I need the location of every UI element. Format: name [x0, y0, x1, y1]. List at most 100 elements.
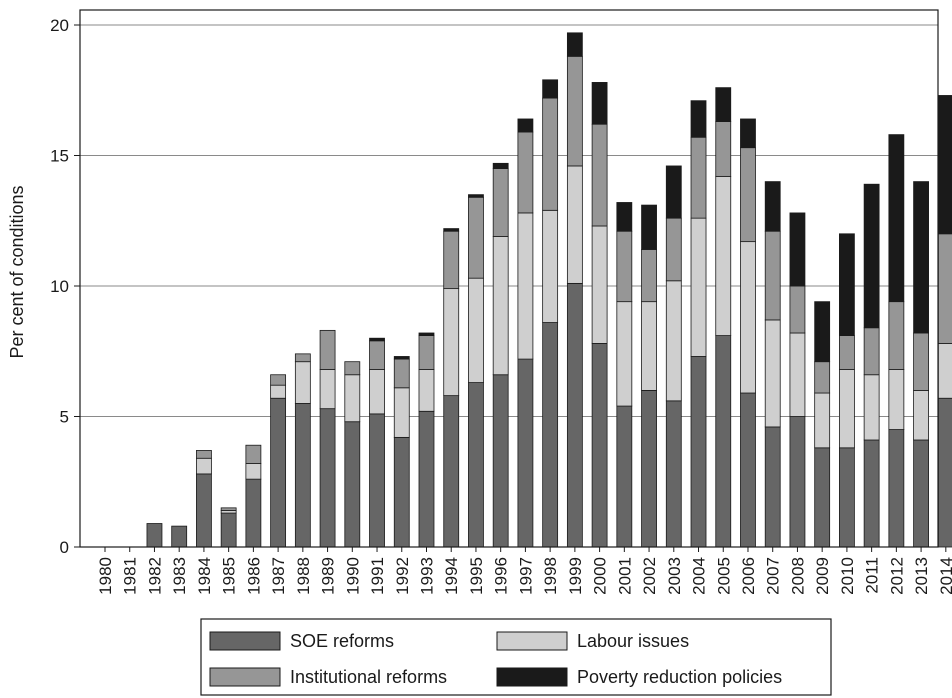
y-tick-label: 5	[60, 408, 69, 427]
x-axis-ticks: 1980 1981 1982 1983 1984 1985 1986 1987 1988 1989…	[96, 547, 952, 595]
x-tick-label: 2013	[912, 557, 931, 595]
legend-label: Poverty reduction policies	[577, 667, 782, 687]
x-tick-label: 1983	[170, 557, 189, 595]
bar-segment	[839, 233, 855, 336]
x-tick-label: 1980	[96, 557, 115, 595]
gridlines	[80, 24, 938, 417]
x-tick-label: 2005	[714, 557, 733, 595]
bar-segment	[913, 389, 929, 441]
legend-swatch	[496, 631, 568, 651]
bar-segment	[937, 343, 952, 399]
bar-segment	[566, 282, 583, 548]
x-tick-label: 1985	[220, 557, 239, 595]
bar-segment	[665, 217, 682, 282]
x-tick-label: 2004	[690, 557, 709, 595]
bar-segment	[245, 463, 262, 480]
bar-segment	[740, 118, 756, 149]
x-tick-label: 2002	[640, 557, 659, 595]
bar-segment	[542, 322, 559, 548]
bar-segment	[492, 374, 509, 548]
bar-segment	[146, 523, 163, 548]
bar-segment	[665, 165, 682, 219]
bar-segment	[393, 358, 410, 389]
bar-segment	[764, 319, 781, 428]
x-tick-label: 2014	[937, 557, 952, 595]
x-tick-label: 1981	[121, 557, 140, 595]
x-tick-label: 2011	[863, 557, 882, 594]
bar-segment	[913, 439, 929, 548]
bar-segment	[468, 194, 484, 198]
bars	[146, 32, 952, 548]
bar-segment	[245, 444, 262, 464]
bar-segment	[418, 332, 435, 336]
bar-segment	[863, 327, 880, 376]
legend-label: Institutional reforms	[290, 667, 447, 687]
bar-segment	[814, 447, 831, 548]
bar-segment	[270, 374, 287, 386]
bar-segment	[393, 436, 410, 548]
x-tick-label: 2000	[591, 557, 610, 595]
x-tick-label: 1996	[492, 557, 511, 595]
bar-segment	[789, 332, 806, 417]
bar-segment	[616, 202, 633, 232]
bar-segment	[839, 447, 855, 548]
bar-segment	[690, 217, 707, 357]
bar-segment	[789, 416, 806, 548]
bar-segment	[492, 162, 509, 169]
bar-segment	[468, 277, 484, 383]
x-tick-label: 1982	[145, 557, 164, 595]
bar-segment	[641, 301, 657, 391]
bar-segment	[937, 397, 952, 548]
bar-segment	[715, 175, 732, 336]
bar-segment	[616, 301, 633, 407]
plot-frame	[79, 9, 939, 548]
y-tick-label: 0	[60, 538, 69, 557]
bar-segment	[814, 361, 831, 394]
x-tick-label: 1986	[244, 557, 263, 595]
bar-segment	[566, 55, 583, 167]
bar-segment	[517, 212, 534, 360]
bar-segment	[913, 181, 929, 334]
bar-segment	[566, 165, 583, 284]
bar-segment	[468, 382, 484, 548]
legend-swatch	[496, 667, 568, 687]
bar-segment	[863, 374, 880, 441]
x-tick-label: 1989	[319, 557, 338, 595]
bar-segment	[245, 478, 262, 548]
bar-segment	[344, 374, 361, 423]
bar-segment	[839, 335, 855, 370]
bar-segment	[913, 332, 929, 391]
x-tick-label: 1988	[294, 557, 313, 595]
x-tick-label: 2009	[813, 557, 832, 595]
bar-segment	[319, 369, 336, 410]
bar-segment	[542, 209, 559, 323]
bar-segment	[764, 426, 781, 548]
legend-swatch	[209, 631, 281, 651]
x-tick-label: 2006	[739, 557, 758, 595]
bar-segment	[591, 343, 608, 548]
bar-segment	[715, 335, 732, 548]
y-tick-label: 10	[50, 277, 69, 296]
bar-segment	[715, 121, 732, 177]
bar-segment	[369, 337, 385, 342]
y-tick-label: 15	[50, 147, 69, 166]
bar-segment	[294, 361, 311, 404]
bar-segment	[888, 429, 905, 548]
bar-segment	[418, 369, 435, 412]
bar-segment	[591, 225, 608, 344]
legend-swatch	[209, 667, 281, 687]
bar-segment	[888, 369, 905, 430]
bar-segment	[369, 369, 385, 415]
bar-segment	[690, 136, 707, 219]
bar-segment	[863, 439, 880, 548]
x-tick-label: 2001	[615, 557, 634, 595]
bar-segment	[690, 100, 707, 138]
bar-segment	[196, 457, 212, 475]
bar-segment	[220, 512, 237, 548]
legend-label: SOE reforms	[290, 631, 394, 651]
bar-segment	[220, 507, 237, 511]
bar-segment	[641, 204, 657, 250]
x-tick-label: 1984	[195, 557, 214, 595]
x-tick-label: 1998	[541, 557, 560, 595]
bar-segment	[294, 403, 311, 548]
